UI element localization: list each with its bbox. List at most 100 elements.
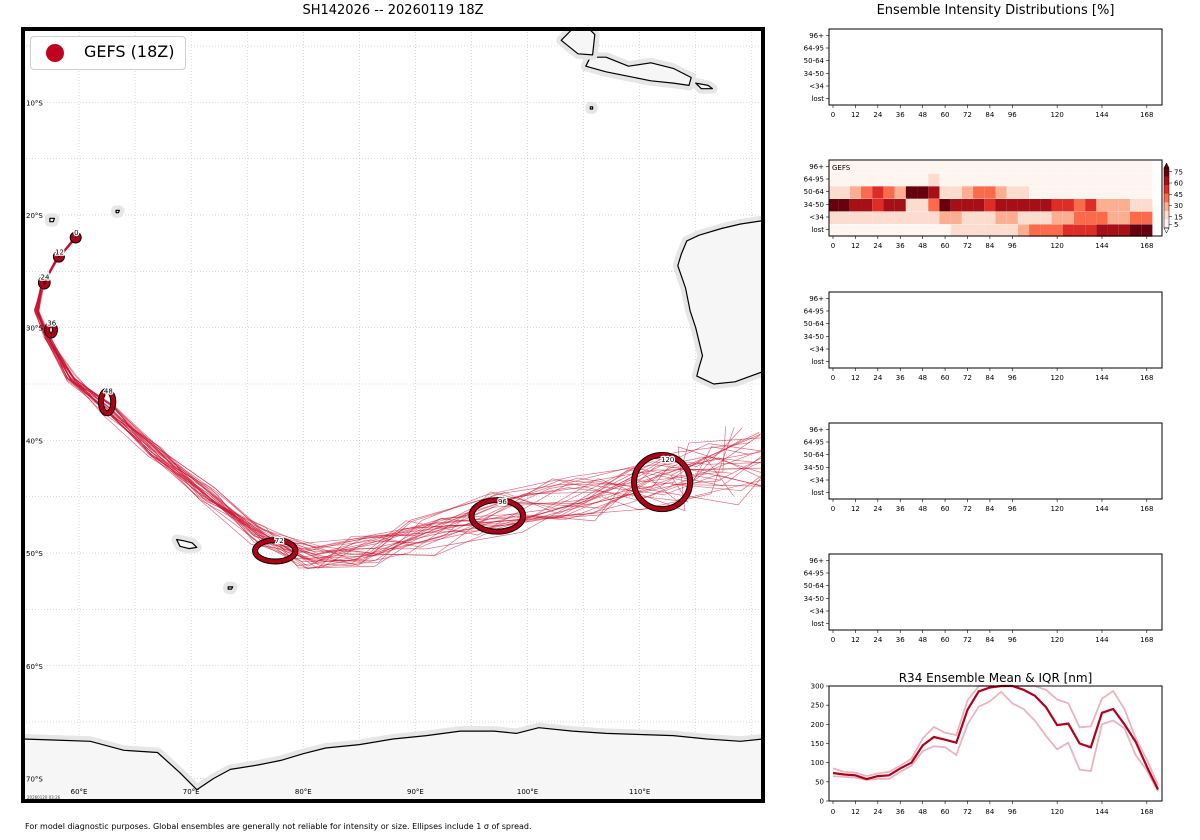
heatmap-cell [973,186,985,199]
x-tick-label: 36 [896,505,905,513]
heatmap-cell [829,199,839,212]
heatmap-model-label: GEFS [832,164,851,172]
y-tick-label: 64-95 [804,308,824,316]
heatmap-cell [1062,224,1074,237]
x-tick-label: 96 [1008,505,1017,513]
heatmap-cell [939,211,951,225]
x-tick-label: 120 [1050,111,1063,119]
x-tick-label: 96 [1008,111,1017,119]
spread-ellipse [469,498,526,534]
intensity-panel: lost <34 34-50 50-64 64-95 96+ 0 12 24 36 48 60 72 84… [804,291,1163,382]
heatmap-cell [883,173,895,187]
heatmap-cell [1096,186,1108,199]
heatmap-cell [1006,173,1018,187]
heatmap-cell [872,186,884,199]
map-tick-labels: 60°E 70°E 80°E 90°E 100°E 110°E 10°S 20°S 30°S 40… [26,99,650,796]
heatmap-cell [1006,211,1018,225]
heatmap-cell [1062,186,1074,199]
r34-x-tick-label: 0 [831,808,835,816]
heatmap-cell [1129,173,1142,187]
r34-y-tick-label: 200 [811,721,824,729]
heatmap-cell [1129,161,1142,174]
y-tick-label: <34 [809,477,824,485]
heatmap-cell [917,199,929,212]
heatmap-cell [939,224,951,237]
y-tick-label: 50-64 [804,451,825,459]
x-tick-label: 84 [985,374,994,382]
r34-x-tick-label: 24 [873,808,882,816]
colorbar-tick-label: 45 [1174,191,1183,199]
heatmap-cell [849,211,862,225]
heatmap-cell [1073,186,1086,199]
heatmap-cell [1017,211,1030,225]
x-tick-label: 84 [985,636,994,644]
bali-lombok [695,82,714,90]
heatmap-cell [1029,161,1041,174]
heatmap-cell [984,211,996,225]
y-tick-label: 96+ [809,295,824,303]
x-tick-label: 24 [873,505,882,513]
r34-x-tick-label: 36 [896,808,905,816]
heatmap-cell [905,224,918,237]
ensemble-member-track [36,237,761,562]
r34-x-tick-label: 144 [1095,808,1109,816]
heatmap-cell [838,161,850,174]
colorbar-tick-label: 15 [1174,213,1183,221]
heatmap-cell [1096,211,1108,225]
heatmap-cell [1073,224,1086,237]
y-tick-label: lost [811,226,824,234]
x-tick-label: 84 [985,242,994,250]
y-tick-label: 34-50 [804,70,824,78]
lead-time-label: 72 [275,537,284,545]
map-frame [21,27,765,803]
heatmap-cell [1062,173,1074,187]
heatmap-cell [1040,173,1052,187]
heatmap-cell [1073,211,1086,225]
r34-mean-line [832,684,1159,790]
heatmap-cell [1051,186,1063,199]
heatmap-cell [939,199,951,212]
heatmap-cell [1096,224,1108,237]
r34-y-tick-label: 100 [811,759,824,767]
heatmap-cell [849,186,862,199]
x-tick-label: 12 [851,374,860,382]
y-tick-label: 34-50 [804,464,824,472]
ensemble-member-track [37,236,763,553]
r34-y-tick-label: 150 [811,740,824,748]
heatmap-cell [1017,224,1030,237]
x-tick-label: 48 [918,374,927,382]
heatmap-cell [1141,161,1153,174]
x-tick-label: 60 [941,374,950,382]
y-tick-label: <34 [809,346,824,354]
heatmap-cell [1029,224,1041,237]
intensity-panel-frame [828,28,1163,106]
heatmap-cell [1096,173,1108,187]
heatmap-cell [1085,199,1097,212]
y-tick-label: 64-95 [804,45,824,53]
x-tick-label: 72 [963,636,972,644]
lon-tick-label: 60°E [71,788,88,796]
x-tick-label: 24 [873,242,882,250]
heatmap-cell [861,173,873,187]
heatmap-cell [894,224,906,237]
y-tick-label: 96+ [809,32,824,40]
heatmap-cell [973,211,985,225]
x-tick-label: 144 [1095,374,1109,382]
mauritius-island [49,217,56,223]
x-tick-label: 48 [918,636,927,644]
heatmap-cell [1129,224,1142,237]
gefs-legend-marker [46,44,64,62]
heatmap-cell [861,186,873,199]
heatmap-cell [1029,186,1041,199]
y-tick-label: 34-50 [804,333,824,341]
map-gridlines [23,29,763,801]
y-tick-label: 96+ [809,557,824,565]
r34-y-tick-label: 50 [815,778,824,786]
y-tick-label: 96+ [809,426,824,434]
ensemble-member-track [34,237,743,554]
spread-ellipse [53,251,64,262]
heatmap-cell [1073,161,1086,174]
heatmap-cell [1006,224,1018,237]
heatmap-cell [894,173,906,187]
colorbar-extend-top [1163,162,1170,169]
